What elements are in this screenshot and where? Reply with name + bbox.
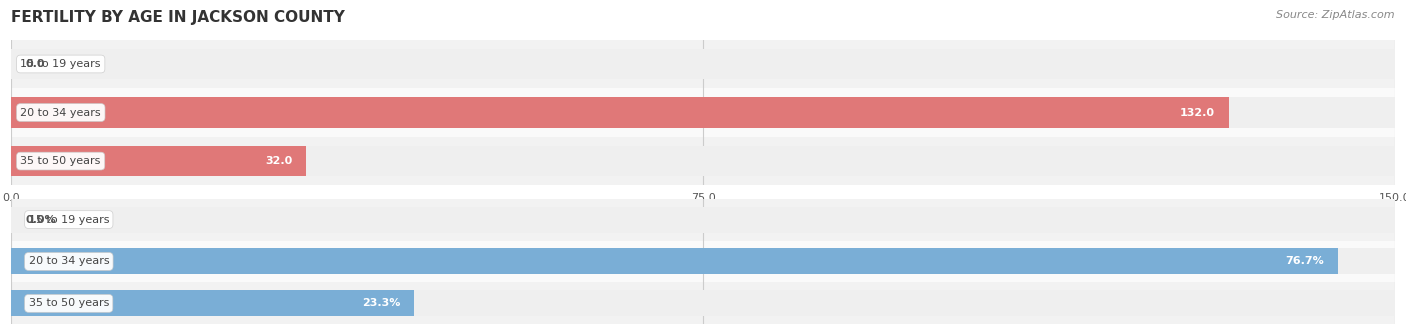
Text: 76.7%: 76.7% <box>1285 257 1324 266</box>
Bar <box>11 290 1395 316</box>
Bar <box>11 98 1395 127</box>
Bar <box>11 146 307 176</box>
Text: 132.0: 132.0 <box>1180 108 1215 118</box>
Text: 0.0: 0.0 <box>25 59 45 69</box>
Text: 20 to 34 years: 20 to 34 years <box>28 257 110 266</box>
Text: 15 to 19 years: 15 to 19 years <box>28 214 110 224</box>
Bar <box>11 207 1395 233</box>
Bar <box>11 199 1395 241</box>
Bar <box>11 146 1395 176</box>
Text: 0.0%: 0.0% <box>25 214 56 224</box>
Bar <box>11 249 1395 274</box>
Text: 15 to 19 years: 15 to 19 years <box>21 59 101 69</box>
Text: 20 to 34 years: 20 to 34 years <box>21 108 101 118</box>
Bar <box>11 88 1395 137</box>
Text: 35 to 50 years: 35 to 50 years <box>28 299 108 308</box>
Bar <box>11 290 415 316</box>
Text: 32.0: 32.0 <box>266 156 292 166</box>
Text: 23.3%: 23.3% <box>361 299 401 308</box>
Bar <box>11 241 1395 282</box>
Bar <box>11 282 1395 324</box>
Text: Source: ZipAtlas.com: Source: ZipAtlas.com <box>1277 10 1395 20</box>
Bar <box>11 49 1395 79</box>
Bar <box>11 137 1395 185</box>
Bar <box>11 40 1395 88</box>
Bar <box>11 249 1337 274</box>
Bar <box>11 98 1229 127</box>
Text: 35 to 50 years: 35 to 50 years <box>21 156 101 166</box>
Text: FERTILITY BY AGE IN JACKSON COUNTY: FERTILITY BY AGE IN JACKSON COUNTY <box>11 10 344 25</box>
